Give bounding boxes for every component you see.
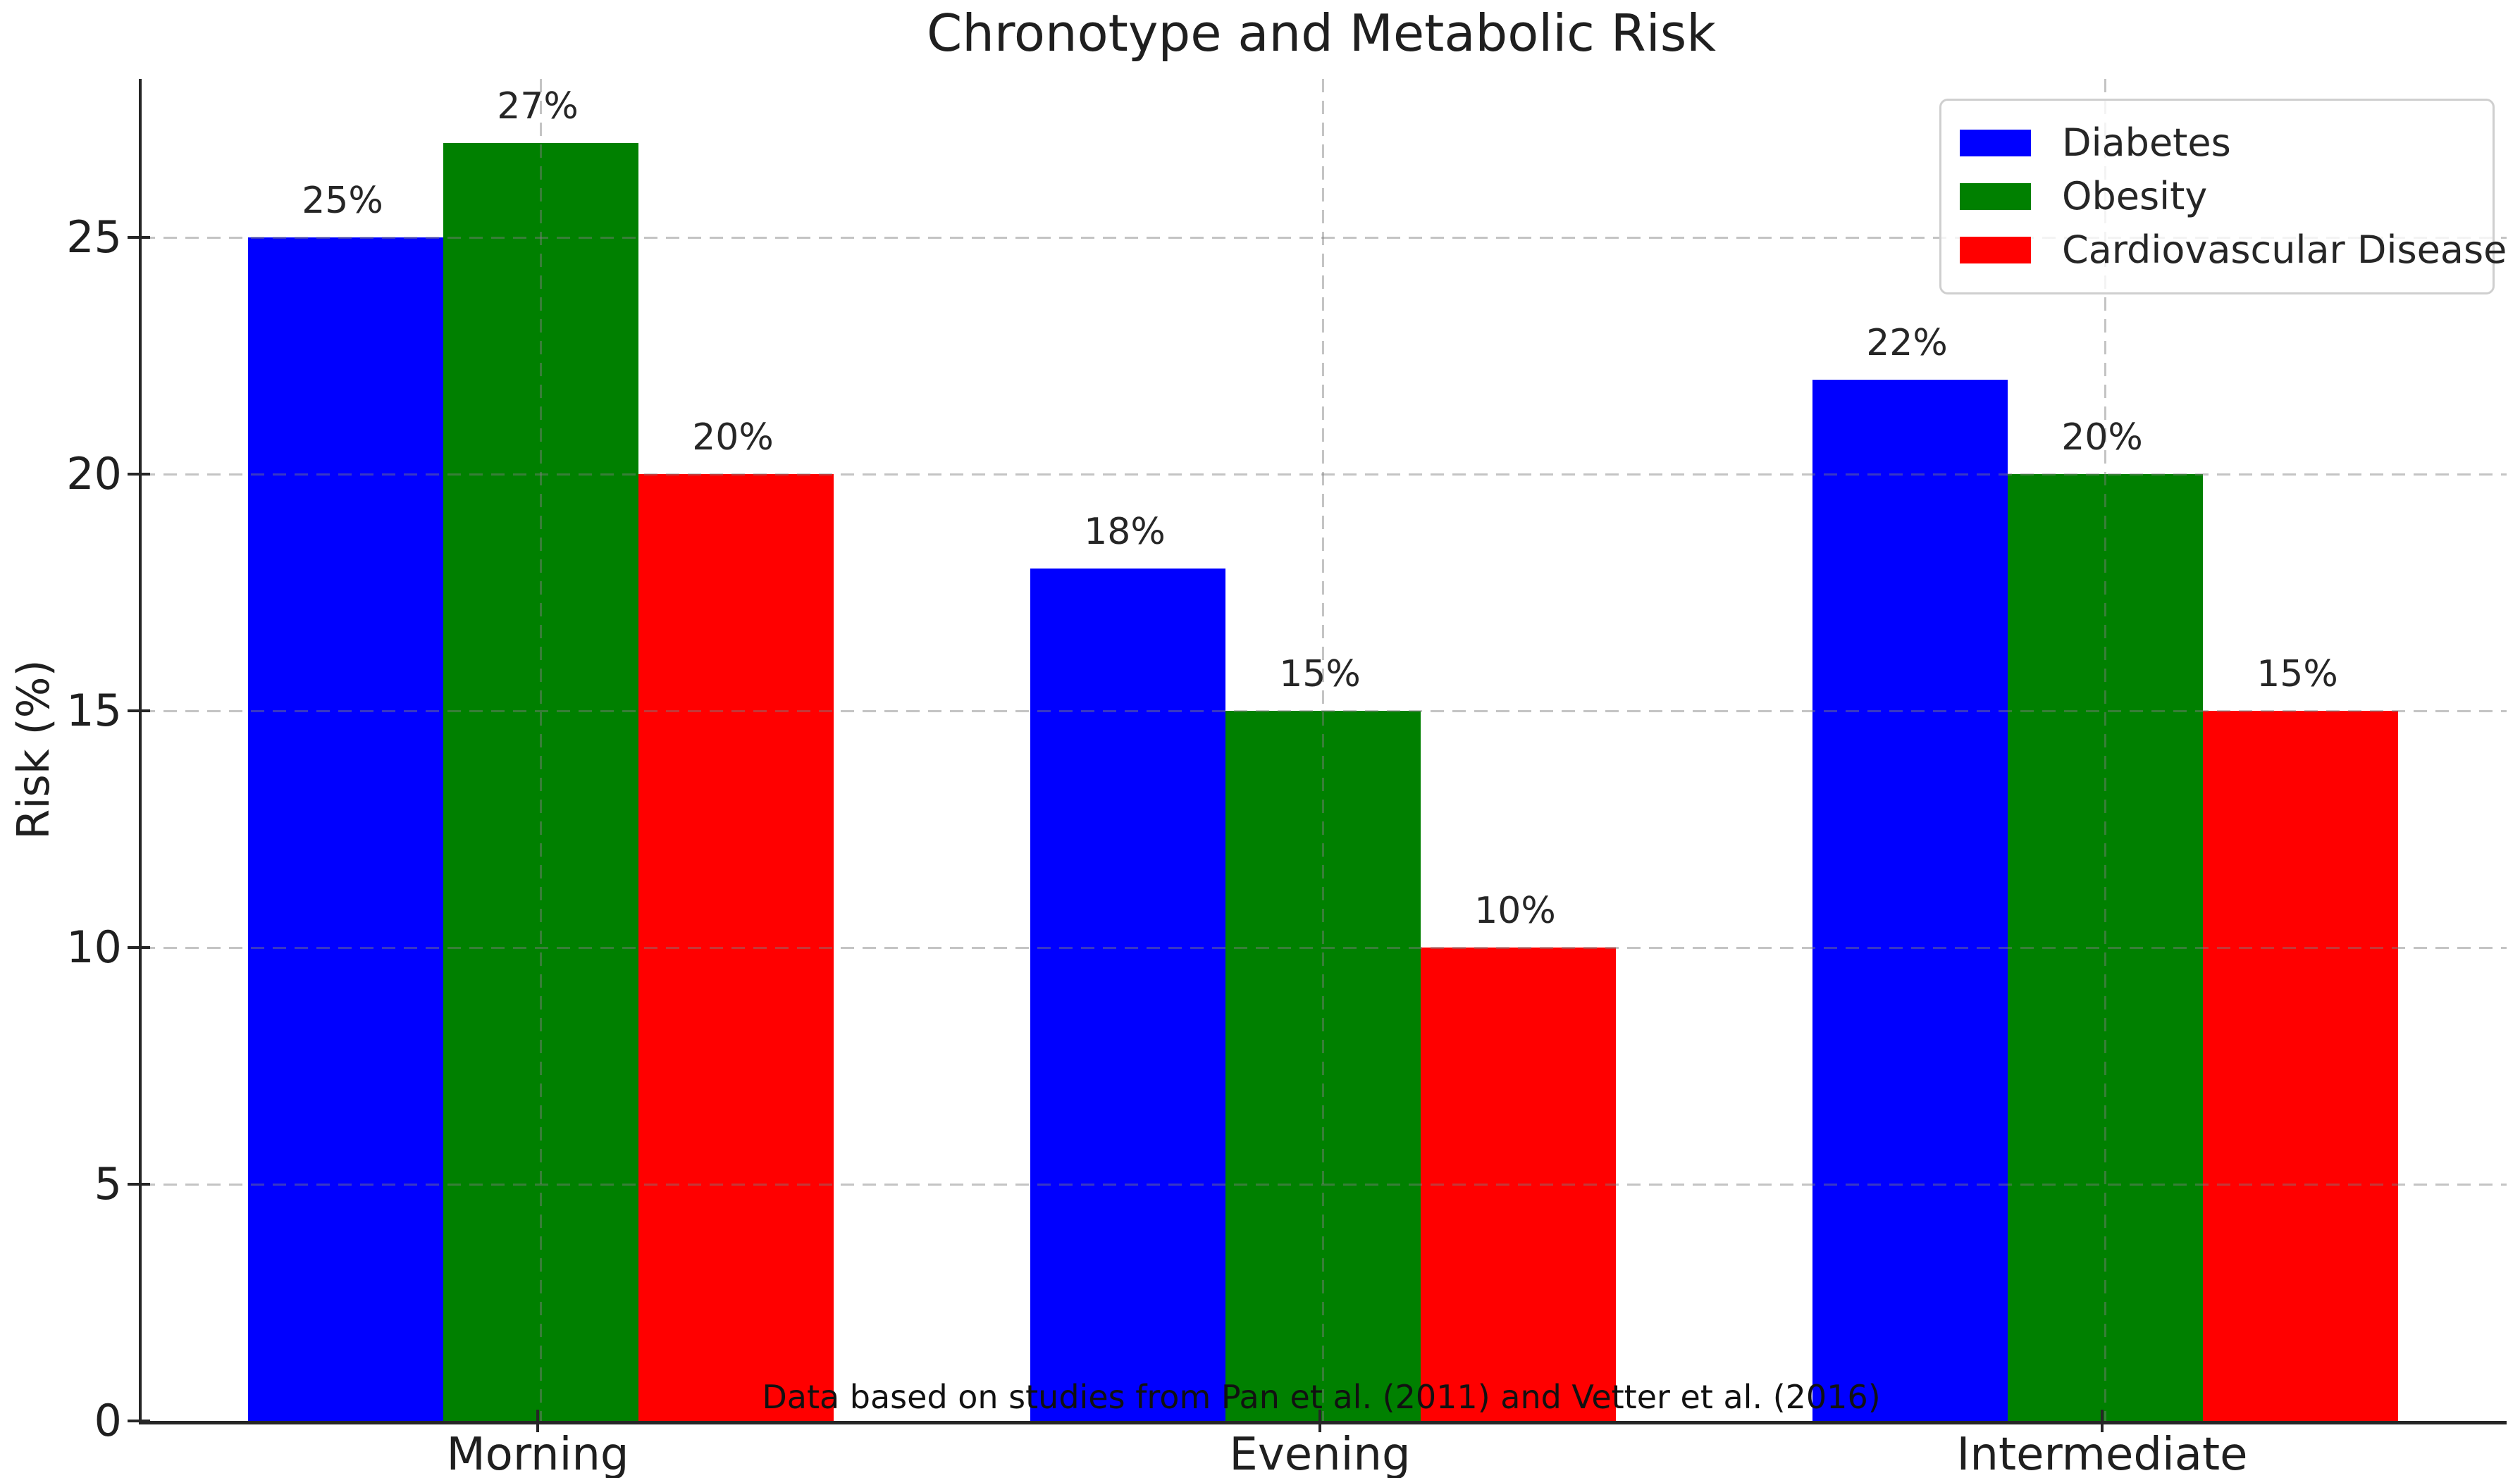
h-gridline-10 bbox=[142, 946, 2507, 949]
h-gridline-20 bbox=[142, 473, 2507, 476]
v-gridline-intermediate bbox=[2104, 79, 2106, 1421]
legend-label-cardiovascular-disease: Cardiovascular Disease bbox=[2062, 228, 2507, 272]
legend-label-obesity: Obesity bbox=[2062, 174, 2208, 218]
y-tick-label-5: 5 bbox=[94, 1158, 122, 1210]
y-tick-label-15: 15 bbox=[66, 685, 122, 737]
bar-morning-diabetes bbox=[247, 237, 443, 1421]
source-annotation: Data based on studies from Pan et al. (2… bbox=[762, 1378, 1881, 1416]
chart-title: Chronotype and Metabolic Risk bbox=[927, 4, 1716, 63]
y-tick-mark-25 bbox=[128, 236, 150, 240]
v-gridline-morning bbox=[539, 79, 542, 1421]
bar-value-label-evening-obesity: 15% bbox=[1279, 653, 1361, 696]
y-tick-mark-20 bbox=[128, 473, 150, 476]
bar-intermediate-cardiovascular-disease bbox=[2202, 711, 2398, 1421]
legend-label-diabetes: Diabetes bbox=[2062, 120, 2231, 165]
y-axis-label: Risk (%) bbox=[8, 659, 59, 840]
y-tick-label-0: 0 bbox=[94, 1395, 122, 1446]
legend-row-obesity: Obesity bbox=[1960, 170, 2474, 223]
bar-value-label-morning-cardiovascular-disease: 20% bbox=[692, 416, 774, 459]
bar-evening-diabetes bbox=[1030, 569, 1225, 1421]
y-tick-label-20: 20 bbox=[66, 448, 122, 500]
x-tick-label-evening: Evening bbox=[1229, 1429, 1411, 1478]
x-tick-label-morning: Morning bbox=[446, 1429, 629, 1478]
bar-evening-obesity bbox=[1225, 711, 1421, 1421]
bar-value-label-intermediate-obesity: 20% bbox=[2061, 416, 2143, 459]
x-tick-mark-morning bbox=[536, 1410, 539, 1432]
h-gridline-15 bbox=[142, 709, 2507, 712]
bar-morning-cardiovascular-disease bbox=[638, 474, 834, 1421]
bar-value-label-morning-obesity: 27% bbox=[497, 85, 579, 128]
y-tick-label-25: 25 bbox=[66, 211, 122, 263]
legend-row-cardiovascular-disease: Cardiovascular Disease bbox=[1960, 223, 2507, 277]
y-tick-mark-5 bbox=[128, 1183, 150, 1186]
x-tick-mark-evening bbox=[1318, 1410, 1321, 1432]
x-tick-mark-intermediate bbox=[2101, 1410, 2104, 1432]
plot-area bbox=[139, 79, 2507, 1424]
bar-morning-obesity bbox=[443, 142, 638, 1421]
x-tick-label-intermediate: Intermediate bbox=[1956, 1429, 2248, 1478]
bar-value-label-evening-cardiovascular-disease: 10% bbox=[1474, 890, 1556, 933]
bar-value-label-intermediate-diabetes: 22% bbox=[1866, 321, 1948, 364]
y-tick-mark-15 bbox=[128, 709, 150, 713]
legend-swatch-diabetes bbox=[1960, 130, 2031, 156]
bar-value-label-morning-diabetes: 25% bbox=[302, 180, 383, 223]
bar-intermediate-diabetes bbox=[1812, 379, 2008, 1421]
legend-row-diabetes: Diabetes bbox=[1960, 116, 2474, 170]
y-tick-mark-0 bbox=[128, 1420, 150, 1422]
h-gridline-5 bbox=[142, 1183, 2507, 1186]
y-tick-mark-10 bbox=[128, 946, 150, 950]
legend: Diabetes Obesity Cardiovascular Disease bbox=[1939, 99, 2507, 294]
bar-intermediate-obesity bbox=[2007, 474, 2203, 1421]
v-gridline-evening bbox=[1321, 79, 1324, 1421]
legend-swatch-obesity bbox=[1960, 183, 2031, 210]
y-tick-label-10: 10 bbox=[66, 921, 122, 974]
legend-swatch-cardiovascular-disease bbox=[1960, 237, 2031, 263]
bar-evening-cardiovascular-disease bbox=[1420, 948, 1616, 1421]
h-gridline-25 bbox=[142, 236, 2507, 239]
bar-value-label-intermediate-cardiovascular-disease: 15% bbox=[2256, 653, 2338, 696]
bar-value-label-evening-diabetes: 18% bbox=[1084, 511, 1166, 554]
